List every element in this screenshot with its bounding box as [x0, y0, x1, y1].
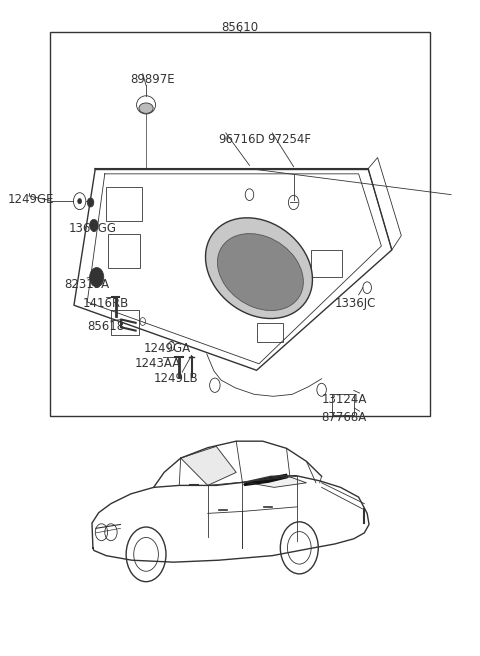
- Circle shape: [78, 199, 82, 204]
- Circle shape: [87, 198, 94, 207]
- Bar: [311, 250, 342, 277]
- Text: 85618: 85618: [87, 319, 124, 333]
- Text: 1243AA: 1243AA: [135, 358, 181, 370]
- Text: 82315A: 82315A: [64, 278, 109, 291]
- Text: 96716D: 96716D: [219, 133, 265, 146]
- Ellipse shape: [217, 234, 303, 310]
- Ellipse shape: [205, 218, 312, 319]
- Text: 1249GA: 1249GA: [144, 342, 192, 356]
- Text: 87768A: 87768A: [322, 411, 367, 424]
- Ellipse shape: [139, 103, 153, 113]
- Bar: [108, 234, 140, 268]
- Text: 1416RB: 1416RB: [83, 297, 129, 310]
- Bar: [111, 310, 139, 335]
- Text: 1249GE: 1249GE: [8, 193, 54, 206]
- Bar: [257, 323, 283, 342]
- Polygon shape: [245, 476, 306, 487]
- Bar: [106, 187, 142, 220]
- Text: 1360GG: 1360GG: [68, 222, 116, 235]
- Bar: [50, 32, 430, 416]
- Circle shape: [90, 268, 104, 287]
- Bar: [332, 394, 354, 415]
- Text: 89897E: 89897E: [130, 73, 175, 86]
- Text: 13124A: 13124A: [322, 393, 367, 406]
- Text: 85610: 85610: [221, 21, 259, 34]
- Polygon shape: [180, 446, 236, 485]
- Text: 1336JC: 1336JC: [335, 297, 376, 310]
- Text: 97254F: 97254F: [267, 133, 312, 146]
- Circle shape: [90, 219, 98, 231]
- Text: 1249LB: 1249LB: [154, 372, 198, 385]
- Polygon shape: [244, 474, 288, 485]
